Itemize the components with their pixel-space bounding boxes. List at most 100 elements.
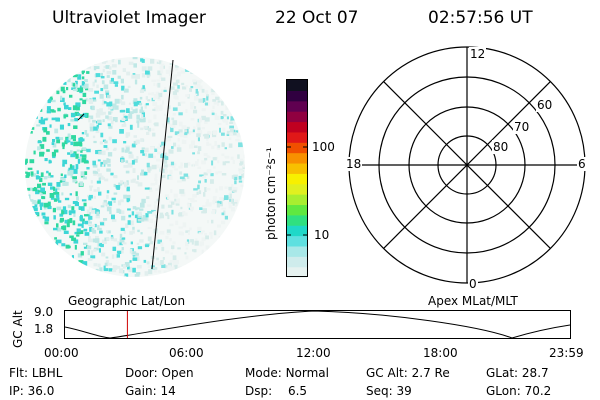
aurora-pixel [156,158,161,162]
aurora-pixel [138,211,142,216]
aurora-pixel [239,240,242,244]
aurora-pixel [181,178,186,182]
aurora-pixel [70,173,73,178]
aurora-pixel [112,117,118,122]
aurora-pixel [182,61,186,65]
aurora-pixel [238,232,243,236]
aurora-pixel [164,87,167,92]
aurora-pixel [100,161,106,167]
aurora-pixel [240,158,244,162]
aurora-pixel [131,230,135,234]
aurora-pixel [25,193,28,197]
aurora-pixel [50,260,56,265]
aurora-pixel [154,220,157,226]
aurora-pixel [239,90,242,94]
aurora-pixel [127,85,131,88]
aurora-pixel [229,121,234,124]
aurora-pixel [81,154,87,158]
aurora-pixel [240,263,245,268]
aurora-pixel [167,196,170,199]
aurora-pixel [39,234,43,239]
aurora-pixel [154,201,157,204]
aurora-pixel [121,247,124,250]
aurora-pixel [49,124,52,128]
aurora-pixel [232,77,237,82]
aurora-pixel [137,122,140,128]
aurora-pixel [224,195,229,200]
aurora-pixel [170,266,175,271]
aurora-pixel [235,138,240,142]
aurora-pixel [109,80,113,84]
aurora-pixel [207,269,211,273]
aurora-pixel [156,257,159,261]
aurora-pixel [126,198,131,202]
aurora-pixel [214,141,217,146]
aurora-pixel [206,96,209,101]
aurora-pixel [62,225,67,231]
aurora-pixel [231,220,237,226]
aurora-pixel [123,275,126,277]
aurora-pixel [155,57,159,59]
aurora-pixel [79,114,84,117]
aurora-pixel [173,201,178,205]
aurora-pixel [225,248,230,252]
aurora-pixel [64,264,68,270]
aurora-pixel [74,231,79,235]
aurora-pixel [83,161,89,164]
aurora-pixel [65,270,71,274]
aurora-pixel [54,80,59,86]
aurora-pixel [215,200,218,203]
aurora-pixel [244,144,245,149]
aurora-pixel [67,204,71,209]
aurora-pixel [240,232,245,237]
aurora-pixel [25,72,29,75]
aurora-pixel [108,201,113,206]
aurora-pixel [103,268,109,272]
aurora-pixel [79,276,83,277]
aurora-pixel [25,205,30,208]
aurora-pixel [126,108,130,113]
aurora-pixel [217,224,221,228]
aurora-pixel [244,219,245,225]
aurora-pixel [167,135,173,138]
aurora-pixel [104,57,107,60]
aurora-pixel [242,165,245,169]
aurora-pixel [38,232,41,237]
aurora-pixel [35,189,40,195]
aurora-pixel [211,88,216,93]
aurora-pixel [185,94,190,97]
aurora-pixel [62,253,67,257]
aurora-pixel [130,241,133,245]
aurora-pixel [198,180,201,184]
aurora-pixel [187,197,193,200]
aurora-pixel [226,130,231,135]
aurora-pixel [108,136,112,141]
aurora-pixel [91,250,94,256]
aurora-pixel [176,147,182,152]
aurora-pixel [119,99,123,104]
aurora-pixel [73,168,78,174]
aurora-pixel [192,152,195,155]
aurora-pixel [218,269,221,272]
aurora-pixel [32,249,37,254]
aurora-pixel [49,193,55,198]
aurora-pixel [160,153,165,158]
aurora-pixel [41,190,46,195]
aurora-pixel [159,230,165,235]
aurora-pixel [89,226,93,232]
aurora-pixel [46,110,51,114]
aurora-pixel [114,105,119,110]
aurora-pixel [160,89,165,93]
aurora-pixel [235,106,239,111]
aurora-pixel [28,225,32,231]
aurora-pixel [71,87,76,90]
aurora-pixel [101,274,106,277]
aurora-pixel [192,265,197,269]
aurora-pixel [40,116,43,122]
aurora-pixel [37,140,42,144]
aurora-pixel [232,159,235,165]
aurora-pixel [34,91,39,95]
aurora-pixel [33,207,38,212]
aurora-pixel [98,243,102,247]
aurora-pixel [151,155,157,159]
